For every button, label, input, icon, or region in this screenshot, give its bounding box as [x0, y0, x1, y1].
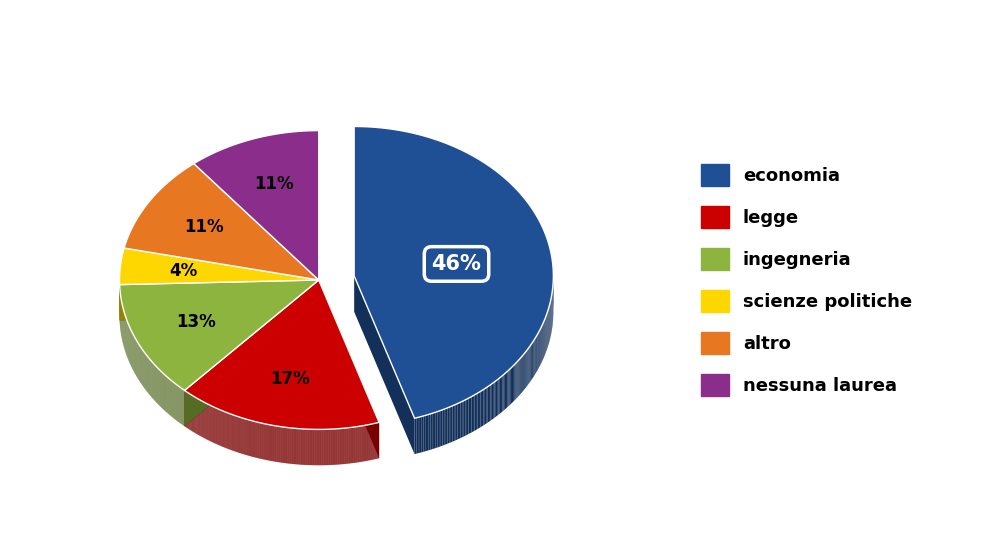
Polygon shape	[447, 407, 449, 444]
Polygon shape	[124, 164, 319, 280]
Polygon shape	[452, 405, 454, 442]
Polygon shape	[120, 280, 319, 320]
Polygon shape	[468, 398, 470, 434]
Polygon shape	[502, 375, 504, 412]
Polygon shape	[442, 409, 444, 446]
Polygon shape	[512, 366, 513, 403]
Polygon shape	[464, 400, 465, 436]
Polygon shape	[506, 371, 507, 408]
Polygon shape	[514, 363, 515, 400]
Polygon shape	[480, 390, 482, 427]
Polygon shape	[477, 392, 479, 429]
Text: 46%: 46%	[431, 254, 481, 274]
Polygon shape	[486, 387, 488, 423]
Polygon shape	[459, 402, 460, 438]
Polygon shape	[454, 404, 456, 441]
Polygon shape	[473, 395, 474, 432]
Polygon shape	[522, 356, 523, 393]
Polygon shape	[493, 382, 494, 419]
Polygon shape	[518, 360, 519, 397]
Polygon shape	[508, 369, 510, 406]
Polygon shape	[517, 361, 518, 398]
Polygon shape	[120, 280, 319, 320]
Polygon shape	[120, 280, 319, 390]
Polygon shape	[489, 385, 490, 422]
Polygon shape	[418, 417, 420, 453]
Polygon shape	[513, 365, 514, 402]
Polygon shape	[520, 358, 521, 395]
Polygon shape	[432, 413, 434, 449]
Polygon shape	[441, 410, 442, 446]
Polygon shape	[430, 413, 432, 450]
Polygon shape	[511, 367, 512, 404]
Polygon shape	[184, 280, 379, 430]
Polygon shape	[425, 415, 427, 451]
Polygon shape	[449, 407, 451, 443]
Polygon shape	[446, 408, 447, 444]
Polygon shape	[420, 417, 421, 452]
Polygon shape	[465, 399, 467, 436]
Polygon shape	[496, 380, 497, 417]
Polygon shape	[414, 418, 416, 454]
Polygon shape	[474, 394, 476, 431]
Polygon shape	[479, 391, 480, 428]
Polygon shape	[507, 370, 508, 407]
Polygon shape	[423, 416, 425, 452]
Polygon shape	[434, 412, 435, 449]
Polygon shape	[482, 390, 483, 426]
Polygon shape	[490, 384, 492, 421]
Polygon shape	[488, 386, 489, 423]
Polygon shape	[120, 248, 319, 284]
Polygon shape	[428, 414, 430, 450]
Polygon shape	[492, 383, 493, 420]
Polygon shape	[462, 400, 464, 437]
Polygon shape	[467, 398, 468, 435]
Polygon shape	[460, 402, 462, 438]
Polygon shape	[476, 393, 477, 430]
Polygon shape	[319, 280, 379, 458]
Polygon shape	[470, 396, 471, 433]
Polygon shape	[437, 411, 439, 447]
Text: 11%: 11%	[254, 175, 294, 193]
Text: 4%: 4%	[169, 262, 198, 279]
Polygon shape	[500, 377, 501, 414]
Polygon shape	[521, 357, 522, 394]
Polygon shape	[501, 376, 502, 413]
Polygon shape	[471, 396, 473, 432]
Text: 11%: 11%	[183, 217, 223, 236]
Polygon shape	[515, 362, 517, 399]
Polygon shape	[523, 354, 524, 391]
Polygon shape	[421, 416, 423, 452]
Legend: economia, legge, ingegneria, scienze politiche, altro, nessuna laurea: economia, legge, ingegneria, scienze pol…	[701, 164, 912, 396]
Polygon shape	[355, 127, 554, 418]
Polygon shape	[494, 381, 496, 418]
Polygon shape	[435, 412, 437, 448]
Polygon shape	[439, 410, 441, 447]
Polygon shape	[504, 374, 505, 410]
Polygon shape	[483, 389, 485, 426]
Polygon shape	[498, 378, 500, 415]
Polygon shape	[497, 379, 498, 416]
Polygon shape	[416, 417, 418, 454]
Polygon shape	[451, 406, 452, 442]
Polygon shape	[355, 276, 414, 454]
Polygon shape	[444, 408, 446, 445]
Polygon shape	[457, 403, 459, 440]
Polygon shape	[505, 372, 506, 409]
Polygon shape	[485, 388, 486, 424]
Text: 17%: 17%	[270, 370, 310, 388]
Polygon shape	[456, 404, 457, 440]
Text: 13%: 13%	[175, 314, 215, 332]
Polygon shape	[510, 368, 511, 405]
Polygon shape	[184, 280, 319, 426]
Polygon shape	[184, 280, 319, 426]
Polygon shape	[427, 414, 428, 451]
Polygon shape	[194, 130, 319, 280]
Polygon shape	[519, 359, 520, 396]
